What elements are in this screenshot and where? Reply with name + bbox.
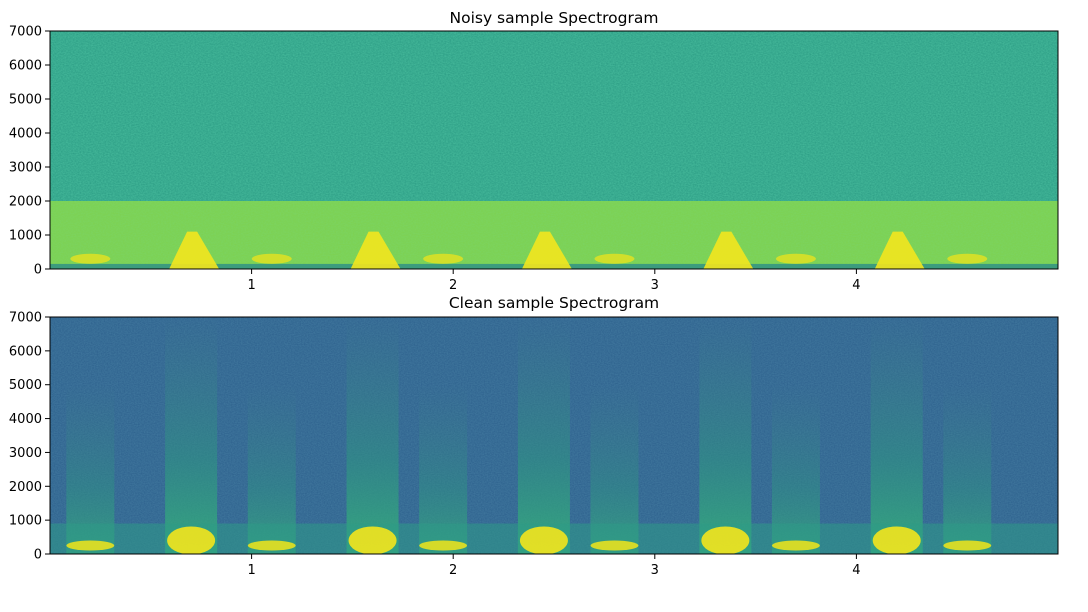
minor-event-blob [772,541,820,551]
noisy-spectrogram-panel: Noisy sample Spectrogram 010002000300040… [9,9,1058,293]
harmonic-column [347,317,399,554]
x-tick-label: 3 [651,278,659,293]
y-tick-label: 0 [34,548,42,563]
minor-event-blob [590,541,638,551]
minor-event-blob [70,254,110,264]
minor-event-blob [943,541,991,551]
x-axis: 1 2 3 4 [247,269,860,293]
clean-spectrogram-panel: Clean sample Spectrogram 010002000300040… [9,294,1058,578]
y-tick-label: 0 [34,263,42,278]
harmonic-column [871,317,923,554]
y-tick-label: 3000 [9,161,42,176]
y-tick-label: 6000 [9,344,42,359]
y-tick-label: 6000 [9,59,42,74]
minor-event-blob [248,541,296,551]
minor-event-blob [776,254,816,264]
x-tick-label: 4 [852,278,860,293]
y-tick-label: 1000 [9,229,42,244]
y-tick-label: 4000 [9,127,42,142]
x-tick-label: 2 [449,563,457,578]
minor-event-blob [423,254,463,264]
event-blob [873,526,921,554]
minor-event-blob [594,254,634,264]
x-tick-label: 4 [852,563,860,578]
y-tick-label: 4000 [9,412,42,427]
y-tick-label: 7000 [9,25,42,40]
minor-event-blob [252,254,292,264]
plot-area [50,317,1058,554]
chart-title: Noisy sample Spectrogram [450,9,659,27]
y-tick-label: 2000 [9,195,42,210]
harmonic-column [699,317,751,554]
y-tick-label: 5000 [9,93,42,108]
x-tick-label: 1 [247,563,255,578]
event-blob [349,526,397,554]
y-tick-label: 2000 [9,480,42,495]
event-blob [167,526,215,554]
x-tick-label: 2 [449,278,457,293]
x-tick-label: 3 [651,563,659,578]
y-tick-label: 7000 [9,311,42,326]
chart-title: Clean sample Spectrogram [449,294,659,312]
x-tick-label: 1 [247,278,255,293]
event-blob [701,526,749,554]
harmonic-column [518,317,570,554]
y-tick-label: 3000 [9,446,42,461]
y-tick-label: 1000 [9,514,42,529]
minor-event-blob [947,254,987,264]
minor-event-blob [66,541,114,551]
y-tick-label: 5000 [9,378,42,393]
x-axis: 1 2 3 4 [247,554,860,578]
harmonic-column [165,317,217,554]
minor-event-blob [419,541,467,551]
y-axis: 0 1000 2000 3000 4000 5000 6000 7000 [9,25,50,278]
event-blob [520,526,568,554]
y-axis: 0 1000 2000 3000 4000 5000 6000 7000 [9,311,50,563]
plot-area [50,31,1058,269]
